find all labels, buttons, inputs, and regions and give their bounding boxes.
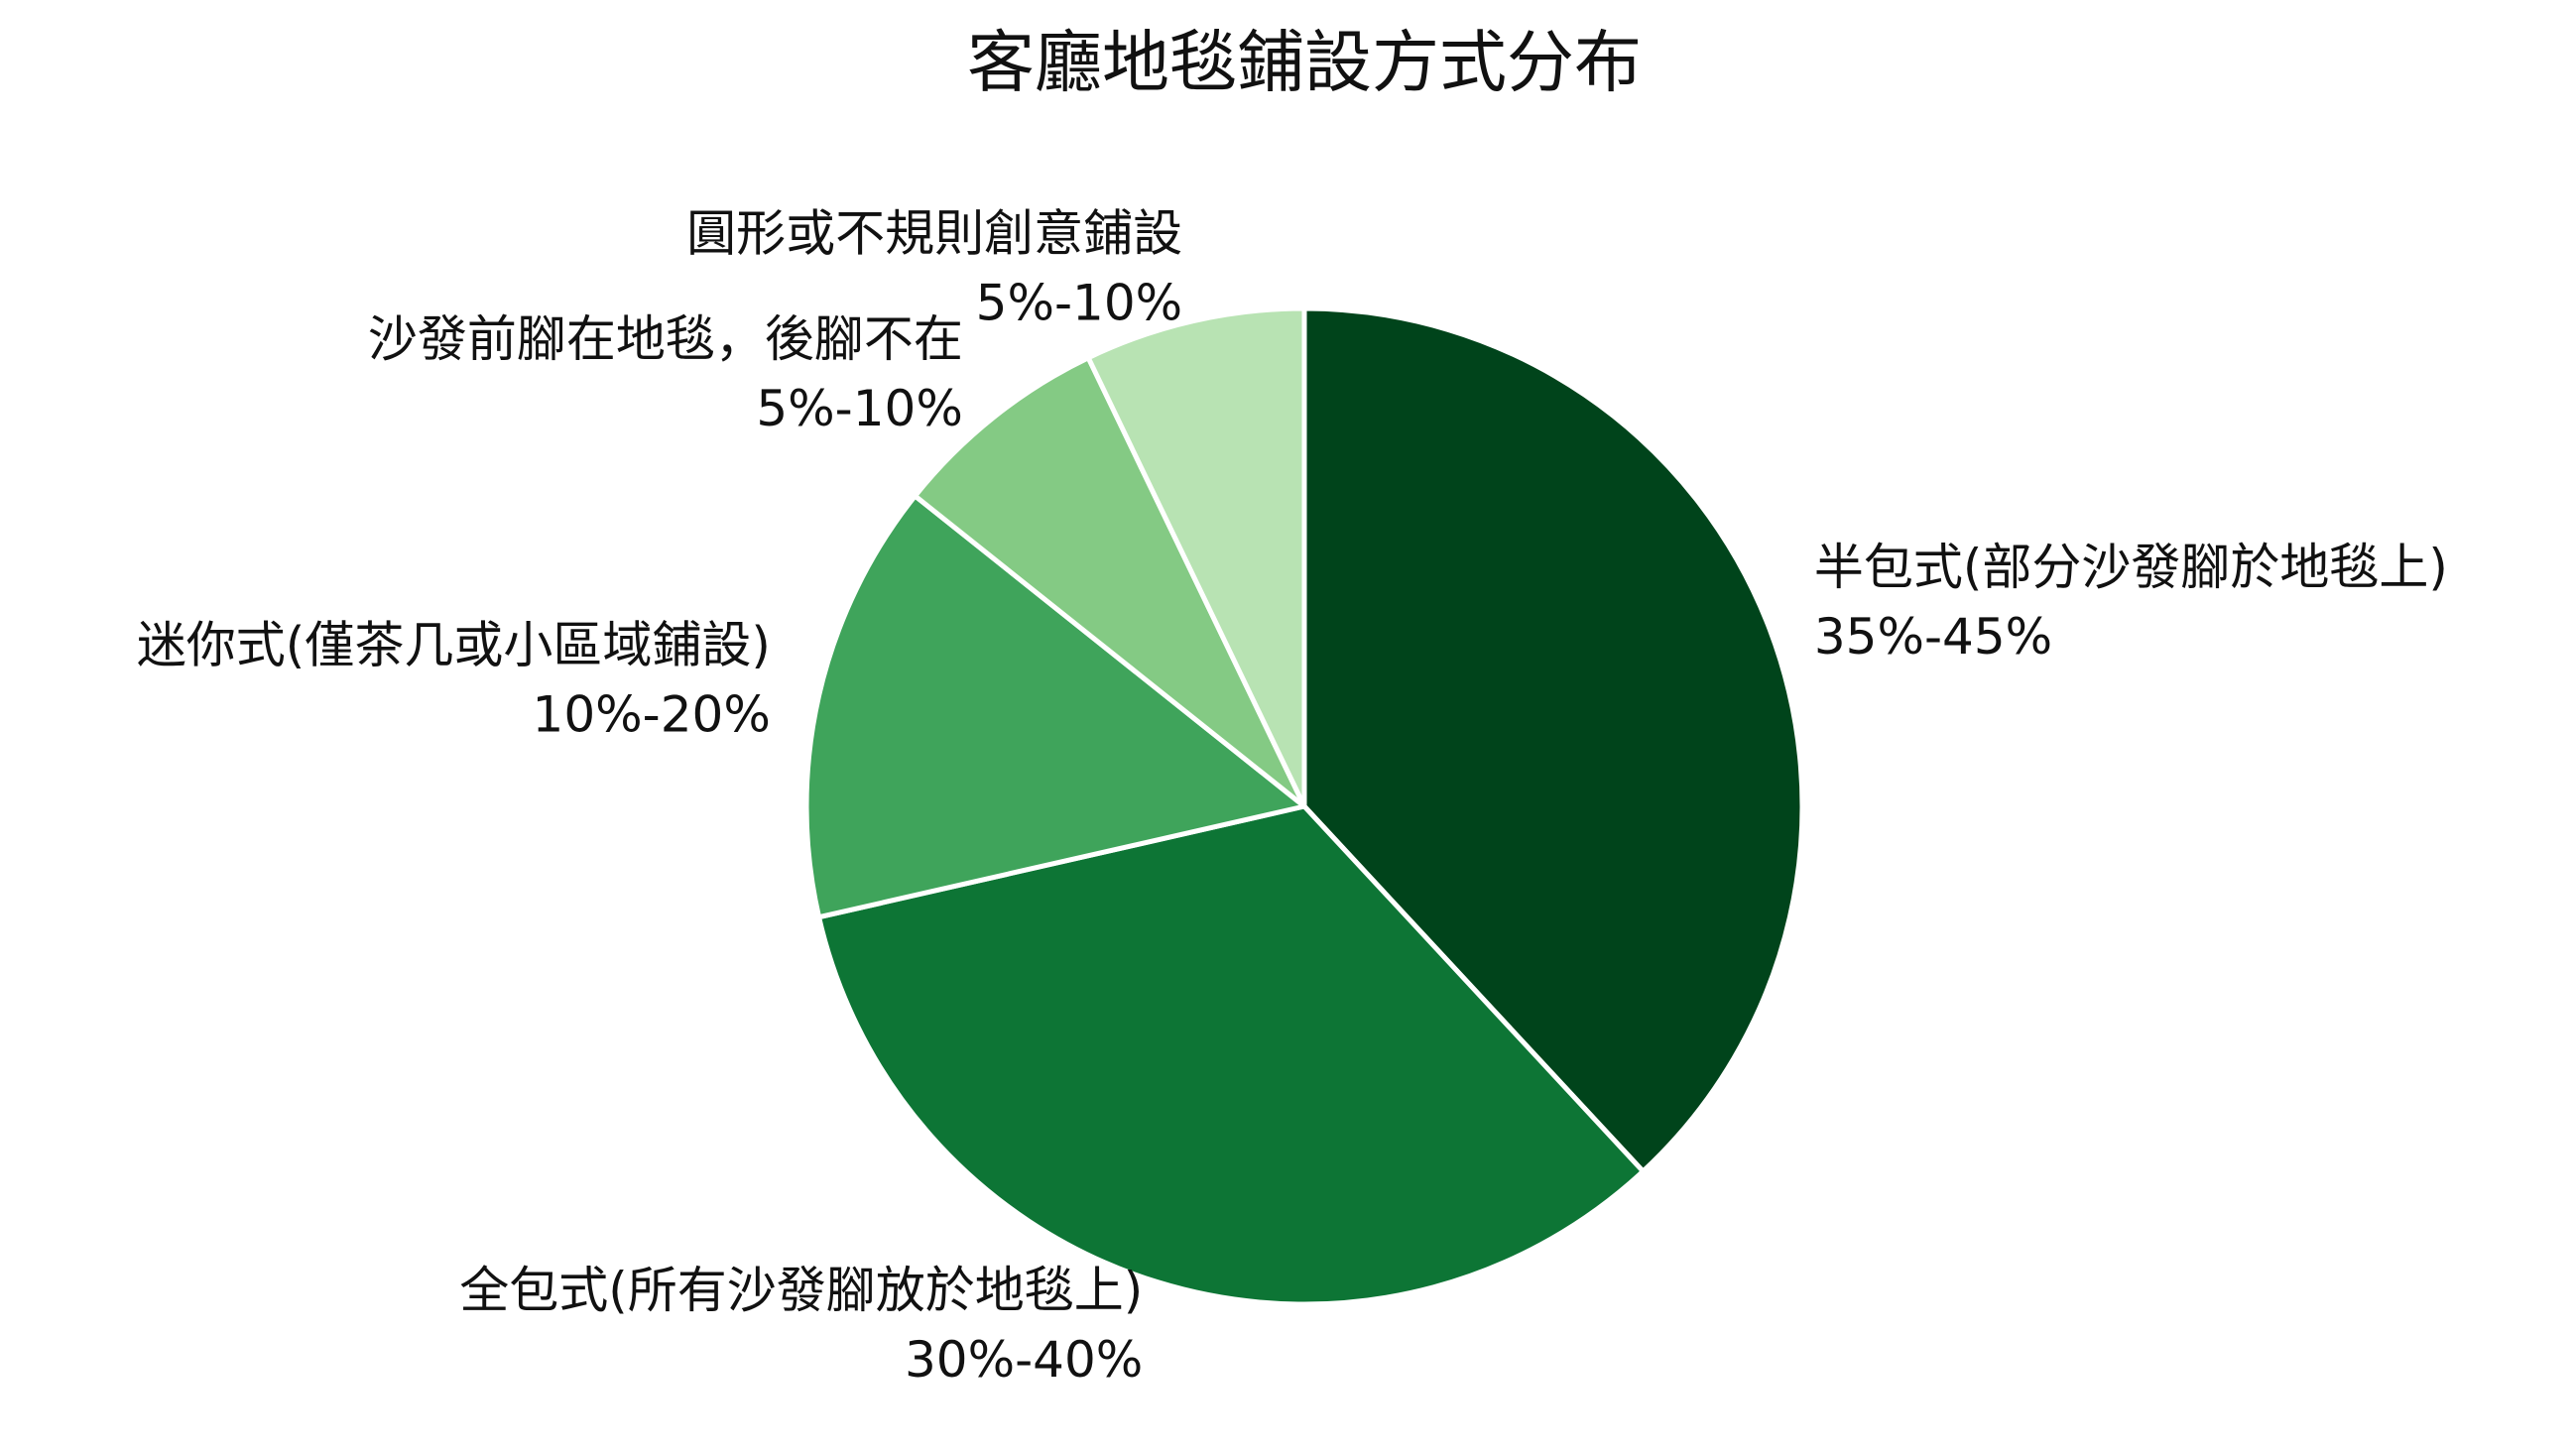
value-label: 35%-45% <box>1814 608 2052 666</box>
slice-label: 迷你式(僅茶几或小區域鋪設) <box>137 617 771 674</box>
value-label: 30%-40% <box>905 1331 1143 1389</box>
chart-title: 客廳地毯鋪設方式分布 <box>967 25 1642 103</box>
slice-label: 全包式(所有沙發腳放於地毯上) <box>459 1262 1143 1319</box>
value-label: 5%-10% <box>976 274 1183 331</box>
value-label: 5%-10% <box>756 380 963 437</box>
pie-slice <box>816 803 1646 1307</box>
slice-label: 沙發前腳在地毯，後腳不在 <box>368 310 963 368</box>
slice-label: 圓形或不規則創意鋪設 <box>686 204 1182 262</box>
pie-slice <box>913 355 1307 809</box>
value-label: 10%-20% <box>533 686 771 744</box>
slice-label: 半包式(部分沙發腳於地毯上) <box>1814 539 2448 596</box>
pie-slice <box>1301 305 1805 1174</box>
pie-slice <box>803 493 1307 920</box>
pie-slice <box>1085 305 1307 809</box>
